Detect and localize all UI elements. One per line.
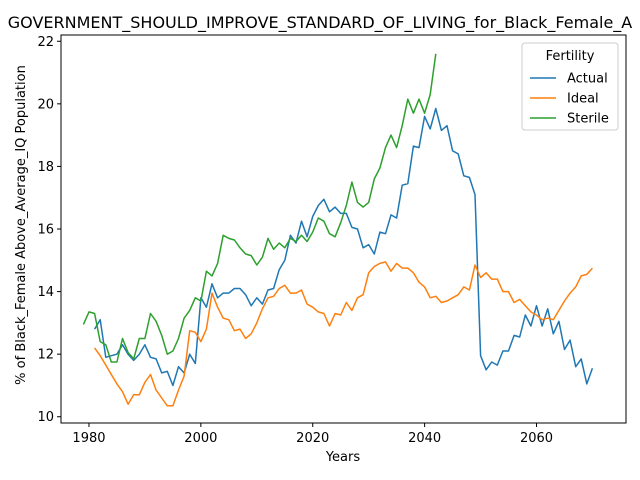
series-line-sterile: [82, 53, 437, 363]
x-tick-label: 1980: [72, 431, 105, 446]
x-axis-label: Years: [325, 450, 361, 465]
y-tick-label: 10: [37, 410, 54, 425]
series-line-ideal: [93, 261, 593, 407]
chart-title: GOVERNMENT_SHOULD_IMPROVE_STANDARD_OF_LI…: [8, 13, 633, 33]
x-tick-label: 2040: [408, 431, 441, 446]
x-tick-label: 2000: [184, 431, 217, 446]
x-axis-ticks: 1980 2000 2020 2040 2060: [72, 423, 553, 446]
legend-entries: Actual Ideal Sterile: [530, 72, 609, 127]
y-tick-label: 18: [37, 160, 54, 175]
x-tick-label: 2060: [520, 431, 553, 446]
x-tick-label: 2020: [296, 431, 329, 446]
legend-label-ideal: Ideal: [567, 92, 599, 107]
y-axis-ticks: 10 12 14 16 18 20 22: [37, 35, 61, 425]
legend-box: [521, 42, 619, 131]
legend-label-actual: Actual: [567, 72, 608, 87]
y-tick-label: 12: [37, 348, 54, 363]
y-axis-label: % of Black_Female Above_Average_IQ Popul…: [14, 65, 29, 385]
y-tick-label: 20: [37, 97, 54, 112]
y-tick-label: 16: [37, 223, 54, 238]
y-tick-label: 14: [37, 285, 54, 300]
y-tick-label: 22: [37, 35, 54, 50]
legend-title: Fertility: [546, 49, 595, 64]
plot-lines: [82, 53, 594, 407]
legend: Fertility Actual Ideal Sterile: [521, 42, 619, 131]
legend-label-sterile: Sterile: [567, 112, 609, 127]
